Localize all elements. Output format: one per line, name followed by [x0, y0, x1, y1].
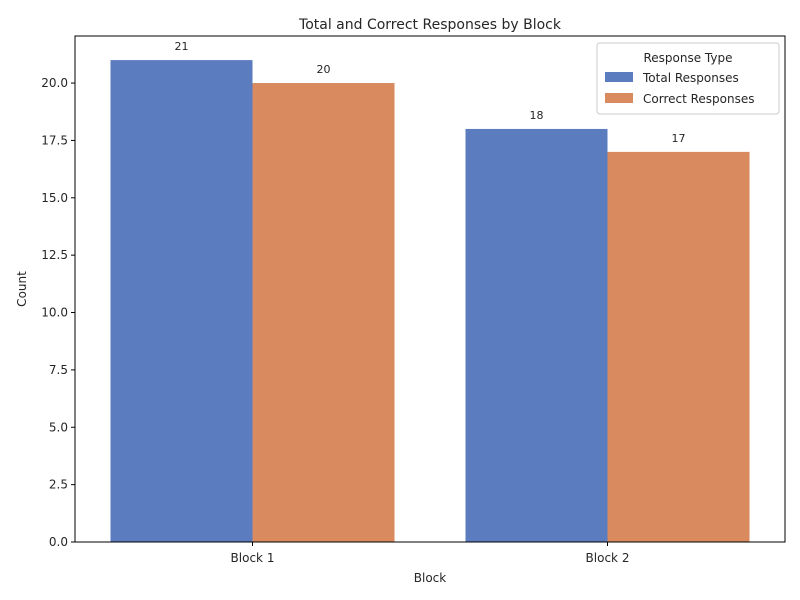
- legend-swatch-total-responses: [605, 72, 633, 82]
- y-tick-label: 7.5: [49, 363, 68, 377]
- legend-label-total-responses: Total Responses: [642, 71, 739, 85]
- x-tick-label: Block 1: [231, 551, 275, 565]
- bar-total-responses-block-2: [465, 128, 608, 542]
- plot-frame: [74, 35, 786, 543]
- legend-title: Response Type: [643, 51, 732, 65]
- bar-total-responses-block-1: [110, 60, 253, 542]
- x-axis: Block 1 Block 2: [231, 542, 630, 565]
- data-label: 18: [530, 109, 544, 122]
- x-tick-label: Block 2: [586, 551, 630, 565]
- data-labels-group: 21 20 18 17: [175, 40, 686, 145]
- y-tick-label: 5.0: [49, 420, 68, 434]
- data-label: 20: [317, 63, 331, 76]
- y-axis: 0.0 2.5 5.0 7.5 10.0 12.5 15.0 17.5 20.0: [41, 76, 75, 549]
- legend: Response Type Total Responses Correct Re…: [596, 42, 780, 115]
- x-axis-title: Block: [414, 571, 447, 585]
- bars-group: [110, 60, 750, 542]
- legend-label-correct-responses: Correct Responses: [643, 92, 755, 106]
- y-tick-label: 0.0: [49, 535, 68, 549]
- y-tick-label: 15.0: [41, 191, 68, 205]
- y-tick-label: 17.5: [41, 133, 68, 147]
- data-label: 21: [175, 40, 189, 53]
- bar-correct-responses-block-2: [607, 151, 750, 542]
- y-tick-label: 12.5: [41, 248, 68, 262]
- y-axis-title: Count: [15, 271, 29, 307]
- bar-correct-responses-block-1: [252, 83, 395, 542]
- data-label: 17: [672, 132, 686, 145]
- legend-swatch-correct-responses: [605, 93, 633, 103]
- y-tick-label: 20.0: [41, 76, 68, 90]
- y-tick-label: 10.0: [41, 306, 68, 320]
- y-tick-label: 2.5: [49, 478, 68, 492]
- legend-box: [596, 42, 780, 115]
- chart-title: Total and Correct Responses by Block: [298, 17, 562, 33]
